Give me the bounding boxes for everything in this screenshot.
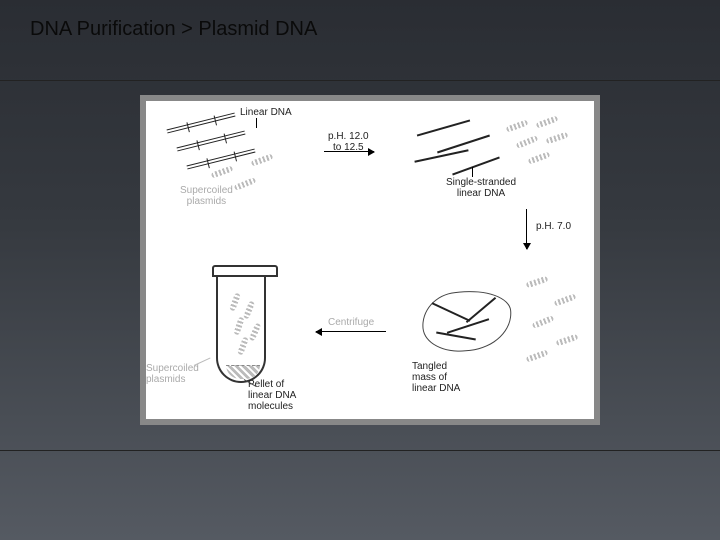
plasmid-purification-diagram: Linear DNA Supercoiled plasmids p.H. 12.… bbox=[146, 101, 594, 419]
breadcrumb: DNA Purification > Plasmid DNA bbox=[0, 0, 720, 51]
diagram-frame: Linear DNA Supercoiled plasmids p.H. 12.… bbox=[140, 95, 600, 425]
label-tangled: Tangled mass of linear DNA bbox=[412, 361, 460, 394]
arrow-neutralize bbox=[526, 209, 527, 249]
label-ss-linear: Single-stranded linear DNA bbox=[446, 177, 516, 199]
label-linear-dna: Linear DNA bbox=[240, 107, 292, 118]
label-supercoiled-bottom: Supercoiled plasmids bbox=[146, 363, 199, 385]
label-supercoiled-top: Supercoiled plasmids bbox=[180, 185, 233, 207]
arrow-centrifuge bbox=[316, 331, 386, 332]
label-pellet: Pellet of linear DNA molecules bbox=[248, 379, 296, 412]
centrifuge-tube-icon bbox=[216, 273, 266, 383]
page-title: DNA Purification > Plasmid DNA bbox=[30, 18, 317, 40]
label-centrifuge: Centrifuge bbox=[328, 317, 374, 328]
label-ph-neutral: p.H. 7.0 bbox=[536, 221, 571, 232]
label-ph-high: p.H. 12.0 to 12.5 bbox=[328, 131, 369, 153]
pellet-icon bbox=[226, 365, 260, 379]
divider-bottom bbox=[0, 450, 720, 451]
divider-top bbox=[0, 80, 720, 81]
